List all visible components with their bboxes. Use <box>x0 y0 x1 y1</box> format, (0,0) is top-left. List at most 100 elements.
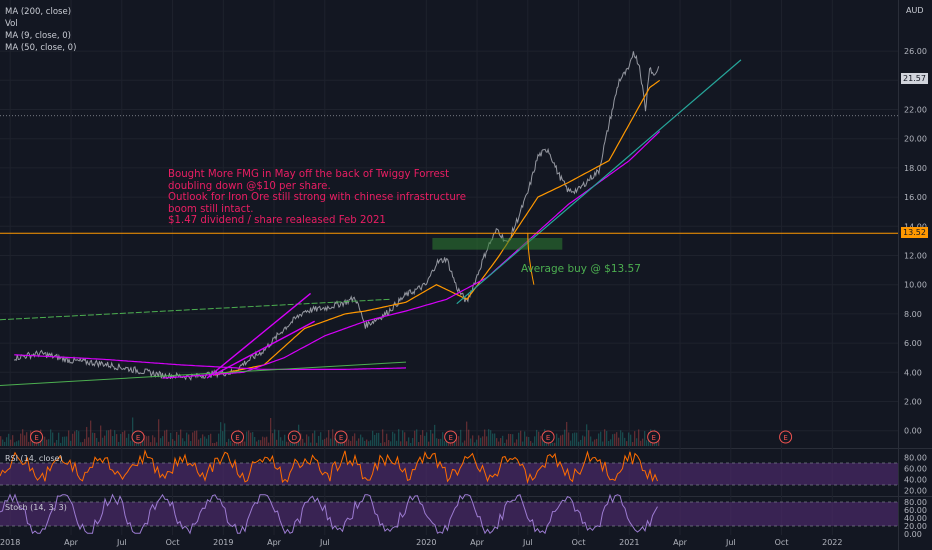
volume-bar <box>492 433 494 446</box>
drawing-overlays <box>0 59 898 386</box>
volume-bar <box>56 439 58 446</box>
volume-bar <box>588 430 590 446</box>
volume-bar <box>638 429 640 446</box>
indicator-vol[interactable]: Vol <box>5 19 18 29</box>
volume-bar <box>122 432 124 446</box>
time-tick-label: 2018 <box>0 538 20 547</box>
volume-bar <box>112 436 114 446</box>
volume-bar <box>306 434 308 446</box>
volume-bar <box>568 432 570 446</box>
volume-bar <box>156 442 158 446</box>
volume-bar <box>134 442 136 446</box>
volume-bar <box>620 430 622 446</box>
volume-bar <box>370 440 372 446</box>
volume-bar <box>558 437 560 446</box>
volume-bar <box>28 441 30 446</box>
volume-bar <box>658 436 660 446</box>
volume-bar <box>640 440 642 446</box>
volume-bar <box>510 433 512 446</box>
volume-bar <box>192 432 194 446</box>
volume-bar <box>480 437 482 446</box>
stoch-tick-label: 40.00 <box>904 514 927 523</box>
volume-bar <box>596 438 598 446</box>
volume-bar <box>322 439 324 446</box>
volume-bar <box>144 435 146 446</box>
volume-bar <box>602 441 604 446</box>
price-tick-label: 18.00 <box>904 164 927 173</box>
volume-bar <box>204 436 206 446</box>
time-tick-label: Jul <box>116 538 127 547</box>
volume-bar <box>290 442 292 446</box>
volume-bar <box>416 429 418 446</box>
volume-bar <box>6 437 8 446</box>
currency-label: AUD <box>906 6 924 15</box>
volume-bar <box>254 436 256 446</box>
volume-bar <box>258 439 260 446</box>
volume-bar <box>62 436 64 446</box>
volume-bar <box>186 432 188 446</box>
indicator-ma50[interactable]: MA (50, close, 0) <box>5 43 77 53</box>
stoch-tick-label: 20.00 <box>904 522 927 531</box>
volume-bar <box>16 441 18 446</box>
time-tick-label: Apr <box>267 538 282 547</box>
volume-bar <box>0 436 2 446</box>
volume-bar <box>624 437 626 446</box>
volume-bar <box>520 430 522 446</box>
volume-bar <box>414 430 416 446</box>
volume-bar <box>508 433 510 446</box>
volume-bars <box>0 417 660 446</box>
volume-bar <box>282 440 284 446</box>
rsi-tick-label: 60.00 <box>904 465 927 474</box>
volume-bar <box>22 429 24 446</box>
volume-bar <box>188 434 190 446</box>
stoch-tick-label: 0.00 <box>904 530 922 539</box>
volume-bar <box>210 433 212 446</box>
volume-bar <box>46 439 48 446</box>
volume-bar <box>230 440 232 446</box>
volume-bar <box>222 431 224 446</box>
volume-bar <box>500 438 502 446</box>
volume-bar <box>360 434 362 446</box>
volume-bar <box>456 439 458 446</box>
volume-bar <box>642 438 644 446</box>
volume-bar <box>490 430 492 446</box>
volume-bar <box>152 435 154 446</box>
volume-bar <box>362 437 364 446</box>
volume-bar <box>470 438 472 446</box>
volume-bar <box>634 431 636 446</box>
indicator-ma200[interactable]: MA (200, close) <box>5 7 72 17</box>
volume-bar <box>116 434 118 446</box>
volume-bar <box>226 442 228 446</box>
volume-bar <box>644 431 646 446</box>
ma200-line <box>14 354 407 370</box>
volume-bar <box>530 441 532 446</box>
volume-bar <box>312 433 314 446</box>
volume-bar <box>92 432 94 446</box>
volume-bar <box>280 437 282 446</box>
volume-bar <box>198 439 200 446</box>
average-price-tag: 13.52 <box>901 227 928 238</box>
rsi-label[interactable]: RSI (14, close) <box>5 454 63 463</box>
series-lines <box>0 51 661 535</box>
volume-bar <box>408 437 410 446</box>
average-buy-label: Average buy @ $13.57 <box>521 263 641 275</box>
volume-bar <box>180 429 182 446</box>
volume-bar <box>458 436 460 446</box>
volume-bar <box>432 433 434 446</box>
volume-bar <box>512 434 514 446</box>
volume-bar <box>64 436 66 446</box>
volume-bar <box>380 442 382 446</box>
stoch-tick-label: 60.00 <box>904 506 927 515</box>
indicator-ma9[interactable]: MA (9, close, 0) <box>5 31 71 41</box>
stoch-label[interactable]: Stoch (14, 3, 3) <box>5 503 67 512</box>
channel-upper <box>0 298 390 321</box>
volume-bar <box>560 435 562 446</box>
volume-bar <box>240 441 242 446</box>
note-line: Outlook for Iron Ore still strong with c… <box>168 192 467 203</box>
volume-bar <box>14 442 16 446</box>
marker-label: E <box>339 434 343 442</box>
volume-bar <box>394 433 396 446</box>
volume-bar <box>422 430 424 446</box>
volume-bar <box>468 429 470 446</box>
